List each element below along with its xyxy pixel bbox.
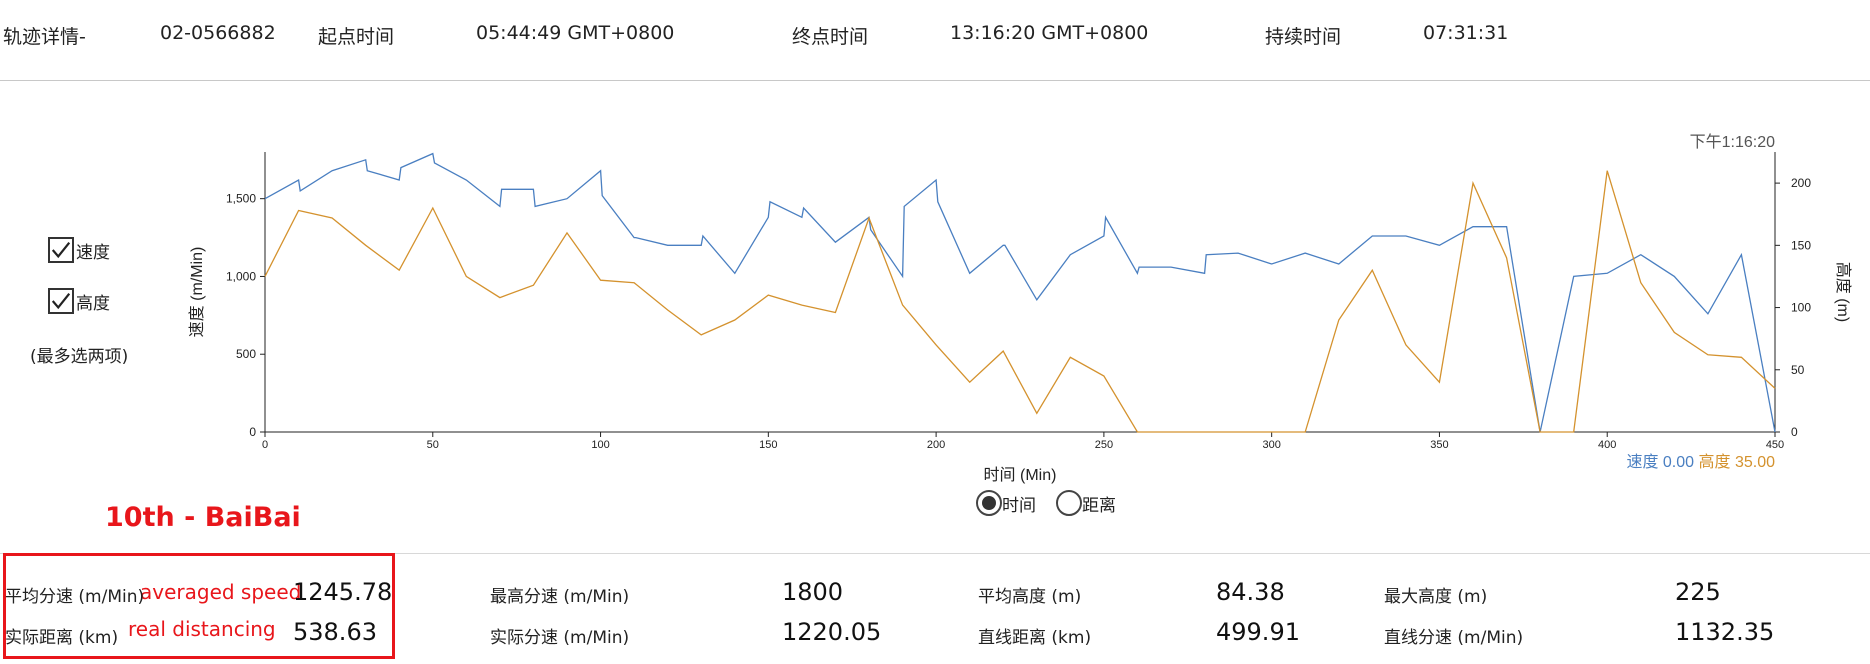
distance-radio-label: 距离 bbox=[1082, 495, 1116, 516]
x-axis-title: 时间 (Min) bbox=[984, 466, 1057, 484]
x-tick-label: 150 bbox=[759, 439, 777, 451]
line-speed-label: 直线分速 (m/Min) bbox=[1384, 628, 1524, 648]
end-time-label: 终点时间 bbox=[792, 26, 869, 48]
x-tick-label: 100 bbox=[591, 439, 609, 451]
y2-tick-label: 50 bbox=[1791, 363, 1805, 377]
annotation-title: 10th - BaiBai bbox=[105, 502, 301, 533]
max-speed-label: 最高分速 (m/Min) bbox=[490, 587, 630, 607]
distance-radio[interactable] bbox=[1056, 490, 1082, 516]
x-tick-label: 300 bbox=[1262, 439, 1280, 451]
readout-speed-label: 速度 bbox=[1626, 453, 1662, 471]
max-height-value: 225 bbox=[1675, 578, 1721, 606]
time-axis-option[interactable]: 时间 bbox=[976, 490, 1036, 516]
y2-tick-label: 150 bbox=[1791, 238, 1811, 252]
avg-height-value: 84.38 bbox=[1216, 578, 1285, 606]
readout-speed-value: 0.00 bbox=[1663, 454, 1699, 471]
annotation-highlight-box bbox=[3, 553, 395, 659]
x-tick-label: 50 bbox=[427, 439, 439, 451]
line-speed-value: 1132.35 bbox=[1675, 618, 1775, 646]
x-tick-label: 200 bbox=[927, 439, 945, 451]
real-speed-value: 1220.05 bbox=[782, 618, 882, 646]
y-tick-label: 500 bbox=[236, 347, 256, 361]
start-time-label: 起点时间 bbox=[318, 26, 395, 48]
x-tick-label: 350 bbox=[1430, 439, 1448, 451]
max-height-label: 最大高度 (m) bbox=[1384, 587, 1488, 607]
y2-tick-label: 100 bbox=[1791, 301, 1811, 315]
track-chart[interactable]: 0 50 100 150 200 250 300 350 400 450 0 500 1,000 1,50… bbox=[0, 0, 1870, 540]
chart-svg[interactable]: 0 50 100 150 200 250 300 350 400 45005001,0001,50… bbox=[0, 0, 1870, 540]
avg-speed-annotation: averaged speed bbox=[140, 580, 302, 604]
height-series-line bbox=[264, 170, 1776, 433]
real-speed-label: 实际分速 (m/Min) bbox=[490, 628, 630, 648]
radio-selected-dot bbox=[982, 496, 996, 510]
start-time-value: 05:44:49 GMT+0800 bbox=[476, 22, 675, 44]
value-readout: 速度 0.00 高度 35.00 bbox=[1626, 453, 1775, 471]
checkmark-icon bbox=[51, 241, 71, 259]
end-time-value: 13:16:20 GMT+0800 bbox=[950, 22, 1149, 44]
distance-axis-option[interactable]: 距离 bbox=[1056, 490, 1116, 516]
selection-note: (最多选两项) bbox=[30, 347, 129, 367]
readout-height-value: 35.00 bbox=[1735, 454, 1775, 471]
cursor-time-label: 下午1:16:20 bbox=[1690, 133, 1775, 151]
checkmark-icon bbox=[51, 292, 71, 310]
speed-option[interactable]: 速度 bbox=[48, 237, 110, 263]
x-tick-label: 0 bbox=[262, 439, 268, 451]
avg-speed-label: 平均分速 (m/Min) bbox=[5, 587, 145, 607]
readout-height-label: 高度 bbox=[1699, 453, 1735, 471]
speed-checkbox[interactable] bbox=[48, 237, 74, 263]
avg-height-label: 平均高度 (m) bbox=[978, 587, 1082, 607]
y2-axis-title: 高度 (m) bbox=[1834, 262, 1852, 322]
line-distance-label: 直线距离 (km) bbox=[978, 628, 1092, 648]
track-id: 02-0566882 bbox=[160, 22, 276, 44]
x-tick-label: 250 bbox=[1095, 439, 1113, 451]
real-distance-label: 实际距离 (km) bbox=[5, 628, 119, 648]
y-axis-title: 速度 (m/Min) bbox=[188, 247, 206, 338]
y-tick-label: 0 bbox=[249, 425, 256, 439]
speed-series-line bbox=[264, 152, 1776, 433]
duration-label: 持续时间 bbox=[1265, 26, 1342, 48]
real-distance-annotation: real distancing bbox=[128, 617, 276, 641]
y-tick-label: 1,000 bbox=[226, 269, 256, 283]
time-radio[interactable] bbox=[976, 490, 1002, 516]
y-tick-label: 1,500 bbox=[226, 192, 256, 206]
x-tick-label: 450 bbox=[1766, 439, 1784, 451]
duration-value: 07:31:31 bbox=[1423, 22, 1509, 44]
height-option[interactable]: 高度 bbox=[48, 288, 110, 314]
header-divider bbox=[0, 80, 1870, 81]
y2-tick-label: 200 bbox=[1791, 176, 1811, 190]
speed-option-label: 速度 bbox=[76, 242, 110, 263]
avg-speed-value: 1245.78 bbox=[293, 578, 393, 606]
max-speed-value: 1800 bbox=[782, 578, 844, 606]
track-detail-label: 轨迹详情- bbox=[3, 26, 86, 48]
height-option-label: 高度 bbox=[76, 293, 110, 314]
x-tick-label: 400 bbox=[1598, 439, 1616, 451]
line-distance-value: 499.91 bbox=[1216, 618, 1300, 646]
time-radio-label: 时间 bbox=[1002, 495, 1036, 516]
real-distance-value: 538.63 bbox=[293, 618, 377, 646]
y2-tick-label: 0 bbox=[1791, 425, 1798, 439]
stats-divider bbox=[0, 553, 1870, 554]
height-checkbox[interactable] bbox=[48, 288, 74, 314]
